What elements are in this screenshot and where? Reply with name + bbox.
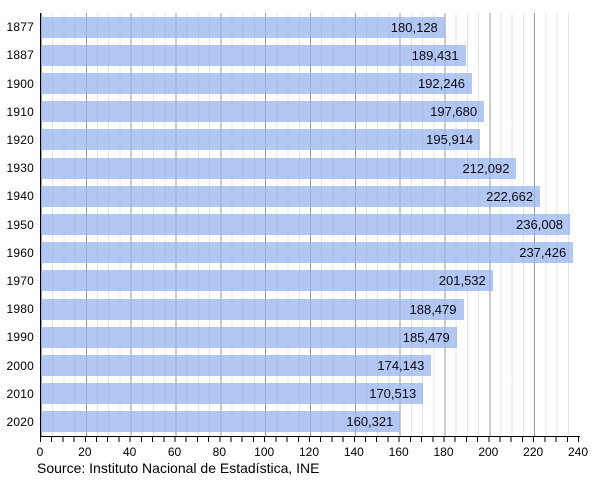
bar: 185,479 (41, 326, 457, 348)
bar-row: 212,092 (41, 154, 579, 182)
x-tick-label: 40 (122, 445, 137, 459)
x-tick-label: 0 (36, 445, 44, 459)
source-note: Source: Instituto Nacional de Estadístic… (37, 460, 320, 476)
bar-value-label: 237,426 (519, 245, 567, 261)
y-axis-line (40, 13, 41, 437)
y-axis-label: 1940 (6, 189, 34, 204)
x-tick-label: 200 (478, 445, 499, 459)
y-axis-label: 1930 (6, 161, 34, 176)
x-tick-label: 240 (567, 445, 589, 459)
x-tick-label: 120 (298, 445, 320, 459)
bar-value-label: 160,321 (346, 414, 394, 430)
bar: 192,246 (41, 73, 472, 94)
plot-area: 180,128 189,431 192,246 197,680 195,914 212,0… (41, 13, 579, 436)
bar-row: 185,479 (41, 323, 579, 351)
bar-value-label: 197,680 (430, 104, 478, 120)
bar: 201,532 (41, 270, 493, 292)
bar-value-label: 201,532 (438, 273, 486, 289)
bar: 180,128 (41, 16, 445, 38)
bar: 222,662 (41, 185, 540, 207)
bar-row: 189,431 (41, 41, 579, 69)
x-tick-label: 160 (388, 445, 409, 459)
bar-value-label: 188,479 (409, 301, 457, 317)
x-tick-label: 60 (167, 445, 182, 459)
bar-row: 201,532 (41, 267, 579, 295)
x-tick-labels: 0 20 40 60 80 100 120 140 160 180 200 220 240 (36, 445, 589, 459)
bar-row: 192,246 (41, 69, 579, 97)
y-axis-label: 1920 (6, 132, 34, 147)
bar-value-label: 180,128 (390, 19, 438, 35)
x-tick-label: 20 (78, 445, 92, 459)
bar-value-label: 236,008 (516, 217, 564, 233)
bar: 170,513 (41, 383, 423, 405)
bar-value-label: 222,662 (486, 188, 534, 204)
x-tick-label: 100 (254, 445, 275, 459)
bar-row: 237,426 (41, 239, 579, 267)
y-axis-label: 1970 (6, 273, 34, 288)
y-axis-label: 1950 (6, 217, 34, 232)
bar: 189,431 (41, 44, 466, 66)
y-axis-label: 1900 (6, 76, 34, 91)
bar-row: 174,143 (41, 351, 579, 379)
bar-row: 160,321 (41, 408, 579, 436)
y-axis-label: 2020 (6, 414, 34, 429)
bar-row: 195,914 (41, 126, 579, 154)
bar-row: 180,128 (41, 13, 579, 41)
bar-value-label: 192,246 (417, 76, 465, 91)
bar-value-label: 189,431 (411, 47, 459, 63)
bar-row: 222,662 (41, 182, 579, 210)
x-tick-label: 140 (343, 445, 364, 459)
bar-value-label: 195,914 (426, 132, 474, 148)
y-axis-label: 2010 (6, 386, 34, 401)
bar: 237,426 (41, 242, 573, 264)
bar: 174,143 (41, 355, 431, 377)
y-axis-labels: 1877 1887 1900 1910 1920 1930 1940 1950 1960 1970… (0, 13, 34, 436)
bar-value-label: 212,092 (462, 160, 510, 176)
x-axis-ticks (40, 437, 579, 442)
bar-row: 188,479 (41, 295, 579, 323)
y-axis-label: 1910 (6, 104, 34, 119)
bar-value-label: 185,479 (402, 329, 450, 345)
bar-value-label: 174,143 (377, 358, 425, 374)
y-axis-label: 1960 (6, 245, 34, 260)
bar: 236,008 (41, 214, 570, 236)
y-axis-label: 1980 (6, 302, 34, 317)
bar-row: 170,513 (41, 380, 579, 408)
y-axis-label: 1887 (6, 48, 34, 63)
bar-row: 197,680 (41, 98, 579, 126)
bar: 195,914 (41, 129, 480, 151)
bar: 197,680 (41, 101, 484, 123)
y-axis-label: 2000 (6, 358, 34, 373)
x-axis-line (40, 436, 580, 437)
y-axis-label: 1990 (6, 330, 34, 345)
x-tick-label: 180 (433, 445, 454, 459)
bar: 160,321 (41, 411, 400, 433)
bar-value-label: 170,513 (369, 386, 417, 402)
x-tick-label: 220 (523, 445, 544, 459)
bar-row: 236,008 (41, 210, 579, 238)
y-axis-label: 1877 (6, 20, 34, 35)
bar: 212,092 (41, 157, 516, 179)
x-tick-label: 80 (212, 445, 227, 459)
bar: 188,479 (41, 298, 464, 320)
